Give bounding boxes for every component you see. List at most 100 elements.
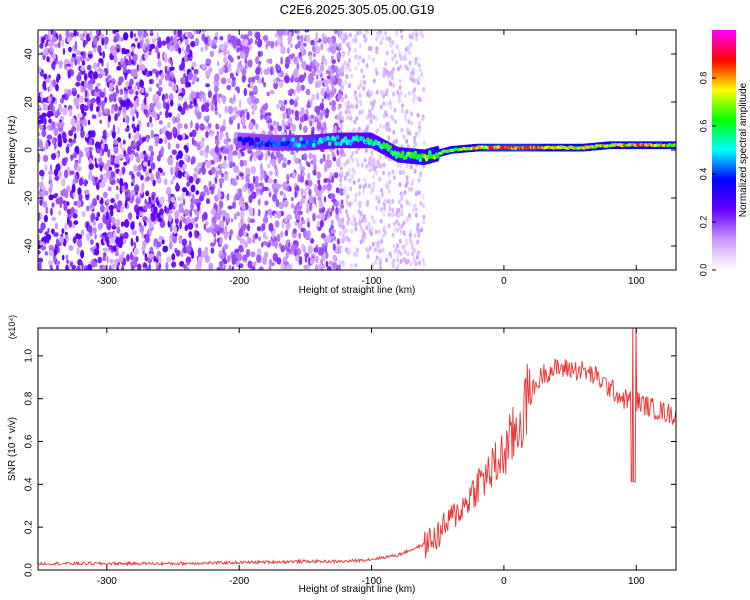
noise-speckle — [249, 155, 253, 162]
noise-speckle — [348, 178, 352, 183]
noise-speckle — [47, 228, 50, 233]
noise-speckle — [258, 198, 261, 206]
noise-speckle — [218, 169, 223, 175]
noise-speckle — [170, 35, 174, 42]
noise-speckle — [214, 213, 220, 219]
noise-speckle — [118, 106, 122, 111]
noise-speckle — [59, 137, 63, 146]
noise-speckle — [130, 107, 135, 117]
noise-speckle — [332, 156, 337, 162]
noise-speckle — [136, 214, 139, 220]
noise-speckle — [355, 103, 359, 109]
noise-speckle — [388, 100, 392, 106]
noise-speckle — [354, 192, 358, 198]
noise-speckle — [122, 99, 126, 109]
noise-speckle — [330, 219, 334, 226]
noise-speckle — [387, 212, 391, 218]
noise-speckle — [346, 100, 350, 106]
noise-speckle — [315, 46, 321, 55]
noise-speckle — [276, 103, 281, 109]
noise-speckle — [247, 30, 253, 37]
noise-speckle — [394, 119, 397, 125]
noise-speckle — [301, 219, 306, 224]
x-tick-label: -200 — [229, 576, 249, 587]
noise-speckle — [141, 136, 147, 142]
noise-speckle — [410, 186, 414, 192]
noise-speckle — [341, 52, 345, 58]
noise-speckle — [202, 211, 208, 221]
noise-speckle — [208, 180, 212, 188]
noise-speckle — [129, 30, 134, 39]
noise-speckle — [358, 184, 362, 190]
noise-speckle — [52, 53, 57, 60]
noise-speckle — [223, 50, 227, 56]
noise-speckle — [217, 187, 220, 195]
noise-speckle — [94, 161, 98, 168]
noise-speckle — [159, 168, 163, 174]
noise-speckle — [266, 91, 270, 97]
ridge-mark — [334, 141, 338, 147]
noise-speckle — [165, 256, 172, 263]
noise-speckle — [218, 154, 223, 160]
noise-speckle — [199, 123, 205, 131]
noise-speckle — [234, 213, 237, 221]
noise-speckle — [172, 234, 178, 244]
noise-speckle — [238, 244, 244, 252]
noise-speckle — [405, 175, 409, 181]
noise-speckle — [375, 70, 379, 76]
noise-speckle — [318, 262, 323, 270]
noise-speckle — [405, 108, 409, 114]
noise-speckle — [206, 58, 212, 65]
noise-speckle — [322, 153, 326, 162]
noise-speckle — [62, 107, 68, 116]
noise-speckle — [374, 161, 378, 167]
noise-speckle — [355, 116, 359, 121]
noise-speckle — [108, 166, 113, 171]
noise-speckle — [285, 124, 291, 130]
noise-speckle — [331, 175, 334, 184]
ridge-mark — [310, 137, 315, 143]
noise-speckle — [345, 74, 349, 80]
noise-speckle — [264, 152, 268, 161]
noise-speckle — [200, 141, 205, 148]
noise-speckle — [416, 239, 420, 245]
noise-speckle — [408, 130, 412, 136]
ridge-mark — [297, 142, 302, 148]
noise-speckle — [400, 203, 403, 209]
noise-speckle — [94, 157, 97, 163]
noise-speckle — [264, 200, 269, 206]
noise-speckle — [322, 88, 325, 97]
noise-speckle — [247, 260, 253, 269]
noise-speckle — [306, 207, 310, 215]
noise-speckle — [186, 216, 191, 225]
noise-speckle — [338, 30, 342, 36]
noise-speckle — [280, 56, 283, 65]
noise-speckle — [121, 47, 126, 55]
noise-speckle — [210, 247, 215, 254]
noise-speckle — [57, 196, 64, 204]
noise-speckle — [253, 261, 257, 267]
noise-speckle — [399, 259, 403, 264]
noise-speckle — [132, 68, 138, 78]
noise-speckle — [119, 177, 124, 187]
noise-speckle — [338, 249, 342, 255]
noise-speckle — [136, 64, 140, 72]
noise-speckle — [182, 264, 187, 269]
noise-speckle — [100, 143, 105, 150]
noise-speckle — [73, 132, 77, 140]
noise-speckle — [265, 210, 268, 216]
noise-speckle — [40, 51, 45, 56]
noise-speckle — [337, 119, 341, 125]
noise-speckle — [150, 129, 154, 139]
noise-speckle — [359, 225, 363, 231]
noise-speckle — [61, 157, 67, 167]
noise-speckle — [177, 105, 183, 112]
noise-speckle — [137, 42, 141, 49]
noise-speckle — [143, 96, 147, 106]
noise-speckle — [380, 238, 384, 244]
noise-speckle — [141, 232, 145, 239]
snr-y-axis-label: SNR (10 * v/v) — [7, 417, 18, 481]
noise-speckle — [295, 30, 300, 34]
noise-speckle — [97, 44, 102, 54]
noise-speckle — [382, 101, 386, 106]
